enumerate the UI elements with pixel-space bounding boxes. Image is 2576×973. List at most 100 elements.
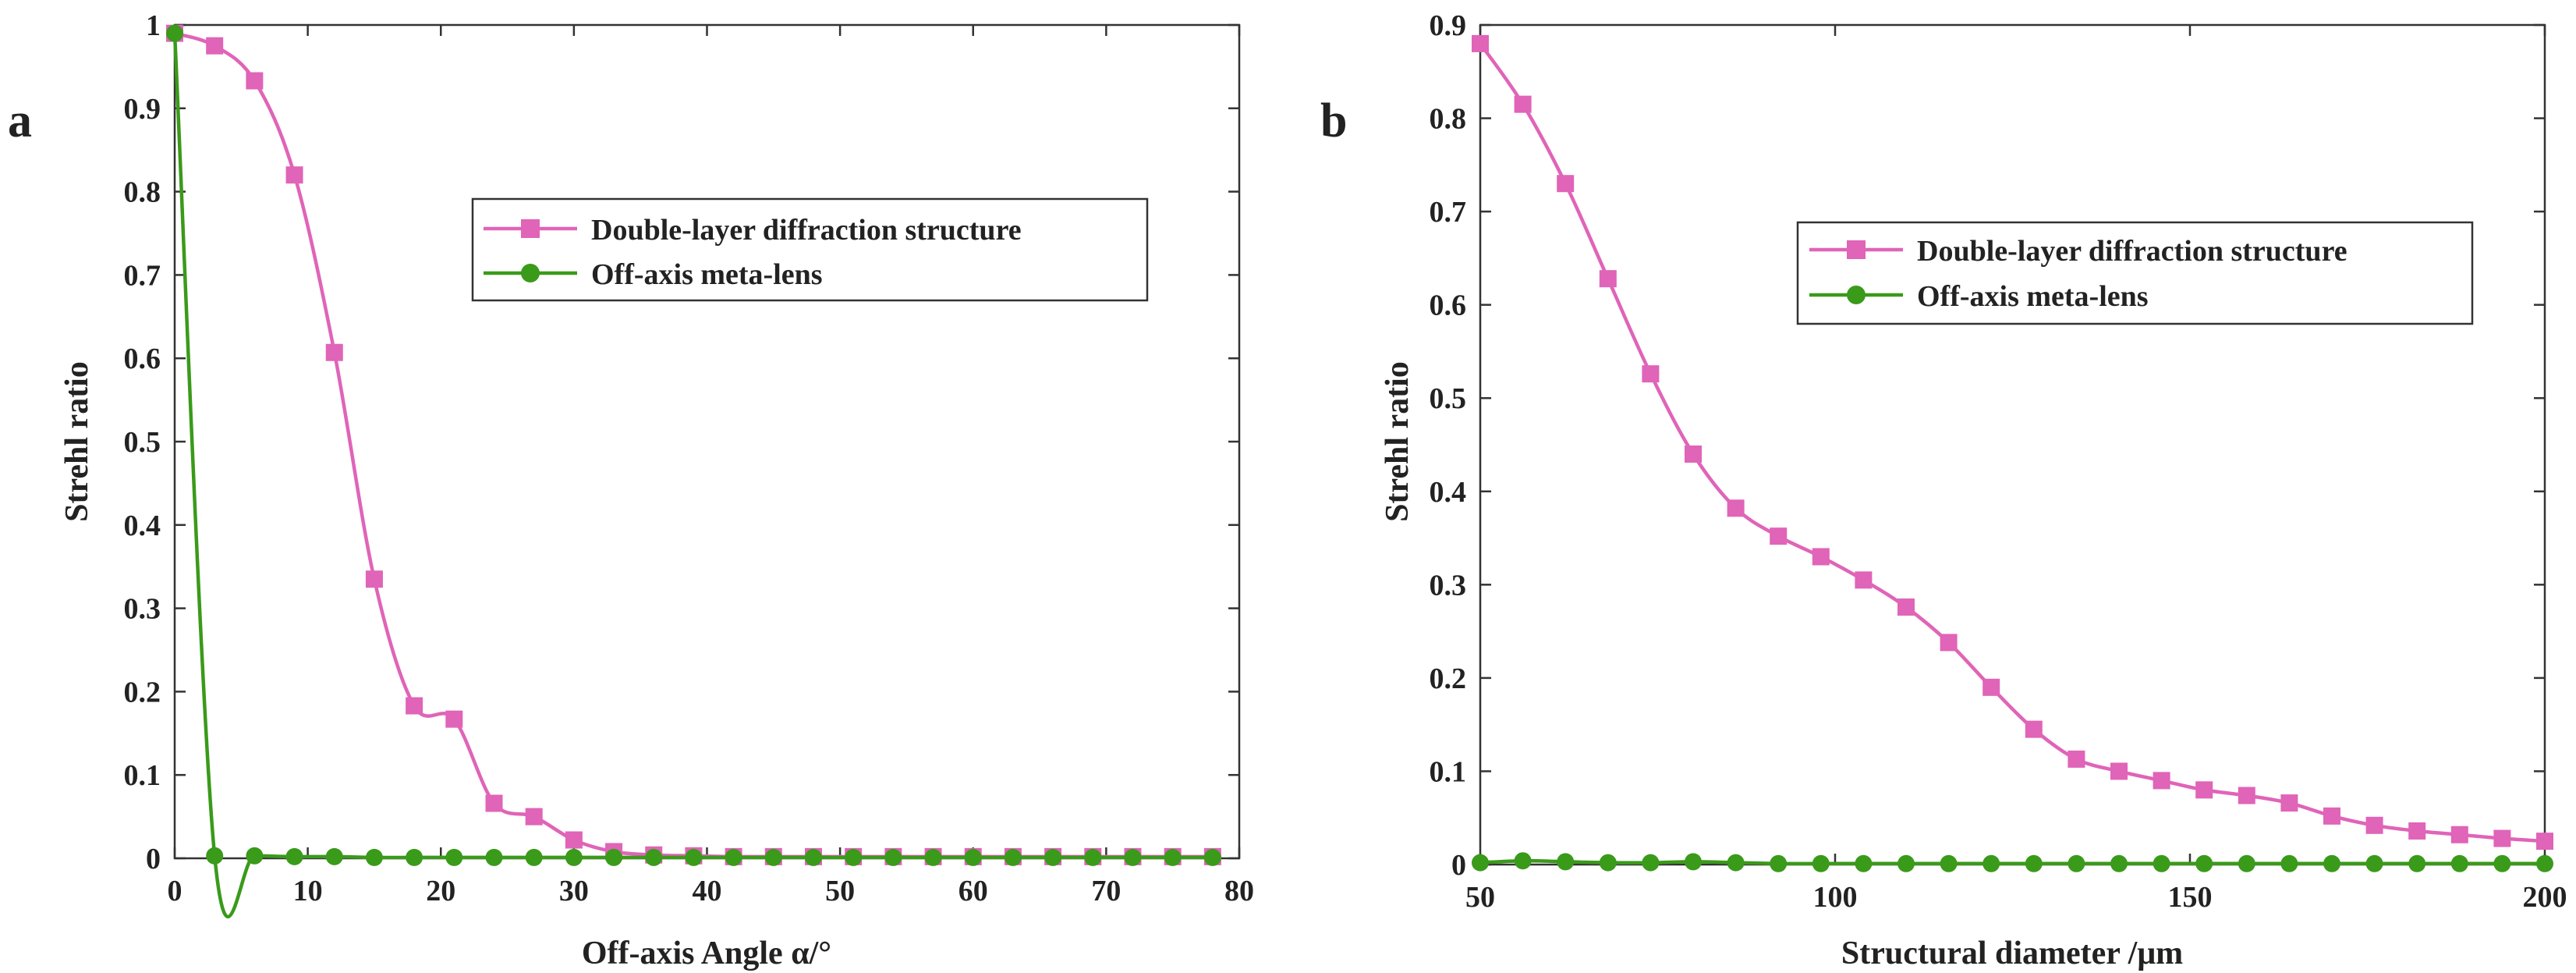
panel-a-point-double	[565, 831, 583, 849]
panel-a-point-offaxis	[445, 848, 463, 866]
panel-a-point-double	[246, 72, 264, 90]
panel-a-x-tick-label: 10	[293, 875, 323, 907]
panel-a-legend-box	[471, 197, 1149, 302]
panel-b-series-offaxis	[1472, 852, 2553, 872]
panel-b-point-double	[2110, 762, 2128, 780]
panel-a-series-double	[166, 24, 1221, 865]
panel-a-x-tick-label: 40	[693, 875, 722, 907]
panel-b-point-double	[2195, 781, 2213, 799]
panel-b-y-ticks: 0 0.1 0.2 0.3 0.4 0.5 0.6 0.7 0.8 0.9	[1430, 9, 2545, 882]
panel-a-y-tick-label: 0	[146, 843, 161, 875]
panel-a-legend-label-offaxis: Off-axis meta-lens	[591, 258, 823, 291]
panel-b-series-offaxis-line	[1479, 858, 2545, 866]
panel-b-x-ticks: 50 100 150 200	[1465, 25, 2567, 914]
panel-a-point-offaxis	[605, 848, 623, 866]
panel-b-point-offaxis	[2536, 854, 2553, 872]
panel-b-y-tick-label: 0	[1451, 849, 1466, 882]
panel-b: b 0 0.1 0.2 0.3 0.4 0.5 0.6 0.7 0.8 0.9 50 100 150 2…	[1320, 9, 2567, 971]
panel-a-point-offaxis	[725, 848, 742, 866]
panel-b-point-offaxis	[1599, 854, 1617, 872]
panel-a-point-offaxis	[1203, 848, 1221, 866]
panel-b-legend-box	[1796, 221, 2474, 325]
panel-b-x-tick-label: 200	[2523, 881, 2567, 914]
panel-a-point-offaxis	[565, 848, 583, 866]
panel-b-point-double	[1557, 175, 1575, 193]
panel-b-y-tick-label: 0.8	[1430, 103, 1467, 136]
panel-a-point-offaxis	[365, 848, 383, 866]
panel-a-x-tick-label: 30	[559, 875, 589, 907]
panel-b-point-offaxis	[2365, 854, 2383, 872]
panel-b-point-offaxis	[2195, 854, 2213, 872]
panel-b-point-offaxis	[2408, 854, 2426, 872]
panel-a-x-ticks: 0 10 20 30 40 50 60 70 80	[168, 25, 1254, 907]
panel-b-point-double	[2280, 794, 2298, 812]
panel-b-y-tick-label: 0.7	[1430, 196, 1467, 229]
panel-a-point-double	[325, 343, 343, 361]
panel-b-y-tick-label: 0.2	[1430, 662, 1467, 695]
panel-b-y-tick-label: 0.4	[1430, 476, 1467, 509]
panel-a-point-offaxis	[525, 848, 543, 866]
panel-a-point-double	[365, 570, 383, 588]
panel-a-point-double	[285, 166, 303, 184]
panel-a-point-offaxis	[964, 848, 982, 866]
panel-b-point-offaxis	[1940, 854, 1958, 872]
panel-b-point-offaxis	[1472, 854, 1489, 872]
panel-a-point-offaxis	[206, 847, 224, 865]
panel-a-point-offaxis	[764, 848, 782, 866]
panel-b-point-double	[1770, 527, 1788, 545]
panel-b-point-offaxis	[1982, 854, 2000, 872]
panel-b-y-axis-label: Strehl ratio	[1380, 361, 1416, 522]
panel-a-legend: Double-layer diffraction structure Off-a…	[471, 197, 1149, 302]
panel-a-point-double	[206, 37, 224, 55]
panel-a-y-tick-label: 1	[146, 9, 161, 42]
panel-a-y-axis-label: Strehl ratio	[59, 361, 95, 522]
panel-b-point-offaxis	[2110, 854, 2128, 872]
panel-a-point-double	[406, 697, 423, 715]
panel-b-point-offaxis	[2493, 854, 2511, 872]
panel-a-x-tick-label: 80	[1224, 875, 1254, 907]
panel-b-point-double	[1599, 270, 1617, 288]
panel-b-point-offaxis	[2153, 854, 2170, 872]
panel-a-point-offaxis	[805, 848, 822, 866]
panel-b-point-double	[2025, 720, 2043, 738]
panel-b-y-tick-label: 0.6	[1430, 289, 1467, 322]
panel-a-point-offaxis	[285, 847, 303, 865]
panel-b-point-double	[2450, 826, 2468, 843]
panel-a-point-offaxis	[1084, 848, 1102, 866]
panel-b-point-double	[1982, 678, 2000, 696]
panel-a-x-tick-label: 60	[958, 875, 988, 907]
panel-a-y-tick-label: 0.1	[124, 759, 161, 792]
panel-a-series	[166, 24, 1221, 918]
panel-b-y-tick-label: 0.5	[1430, 382, 1467, 415]
panel-b-legend: Double-layer diffraction structure Off-a…	[1796, 221, 2474, 325]
panel-a-point-offaxis	[246, 847, 264, 865]
panel-b-point-offaxis	[1770, 854, 1788, 872]
panel-b-point-double	[1514, 95, 1532, 113]
panel-b-series-double	[1472, 34, 2553, 850]
panel-b-y-tick-label: 0.1	[1430, 755, 1467, 788]
panel-a-point-offaxis	[685, 848, 703, 866]
panel-a-point-offaxis	[924, 848, 942, 866]
panel-a-point-double	[485, 794, 503, 812]
panel-b-x-tick-label: 100	[1813, 881, 1858, 914]
panel-a-x-tick-label: 0	[168, 875, 182, 907]
panel-a-point-offaxis	[845, 848, 863, 866]
panel-a-legend-marker-offaxis	[521, 264, 540, 282]
panel-b-point-offaxis	[1557, 853, 1575, 871]
panel-a-point-double	[445, 710, 463, 728]
panel-b-point-offaxis	[1855, 854, 1873, 872]
panel-a-y-tick-label: 0.3	[124, 593, 161, 626]
panel-b-point-offaxis	[1897, 854, 1915, 872]
panel-a-series-offaxis-line	[172, 33, 1213, 918]
panel-a-y-tick-label: 0.5	[124, 426, 161, 459]
panel-b-legend-marker-double	[1847, 240, 1866, 259]
panel-a-y-tick-label: 0.2	[124, 676, 161, 708]
panel-a-legend-marker-double	[521, 219, 540, 238]
panel-a-y-tick-label: 0.6	[124, 343, 161, 375]
panel-b-point-double	[1940, 634, 1958, 652]
panel-a-letter: a	[8, 94, 32, 147]
panel-b-x-tick-label: 150	[2168, 881, 2213, 914]
panel-b-point-offaxis	[2280, 854, 2298, 872]
panel-b-point-offaxis	[1642, 854, 1660, 872]
panel-b-point-offaxis	[2068, 854, 2085, 872]
